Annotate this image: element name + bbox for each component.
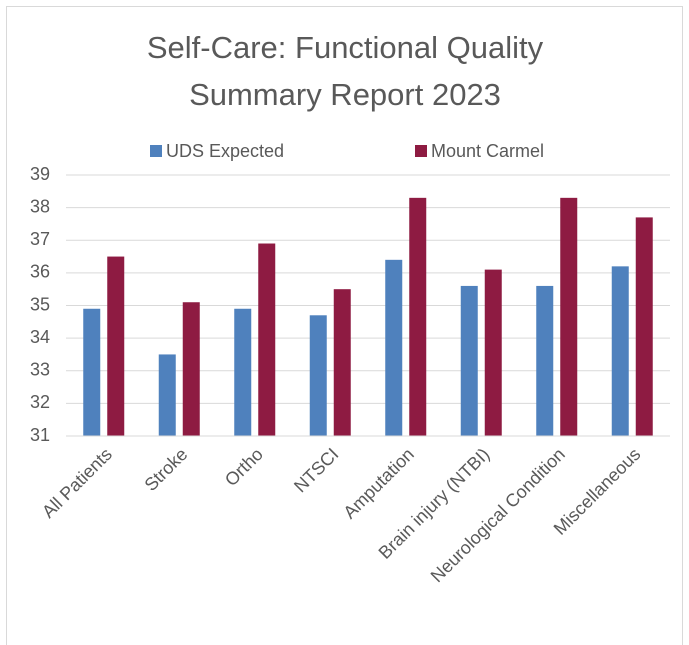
y-tick-label: 35 — [30, 294, 50, 314]
bar — [182, 302, 200, 436]
y-tick-label: 33 — [30, 360, 50, 380]
x-tick-label: NTSCI — [290, 444, 342, 496]
x-tick-label: Amputation — [339, 444, 418, 523]
bar — [460, 285, 478, 436]
x-tick-label: Ortho — [221, 444, 267, 490]
chart-title: Self-Care: Functional Quality Summary Re… — [146, 30, 544, 112]
x-tick-label: All Patients — [38, 444, 116, 522]
bar — [234, 308, 252, 436]
bar — [536, 285, 554, 436]
bar — [107, 256, 125, 436]
x-tick-label: Stroke — [141, 444, 192, 495]
y-tick-label: 38 — [30, 196, 50, 216]
bar — [409, 197, 427, 436]
bar — [309, 315, 327, 436]
bar — [83, 308, 101, 436]
x-tick-label: Neurological Condition — [427, 444, 569, 586]
bar — [385, 259, 403, 436]
bar — [484, 269, 502, 436]
legend-label: Mount Carmel — [431, 141, 544, 161]
bar — [560, 197, 578, 436]
bar — [611, 266, 629, 436]
y-tick-label: 34 — [30, 327, 50, 347]
y-tick-label: 32 — [30, 392, 50, 412]
y-tick-label: 36 — [30, 262, 50, 282]
bar — [635, 217, 653, 436]
y-tick-label: 37 — [30, 229, 50, 249]
legend-label: UDS Expected — [166, 141, 284, 161]
y-tick-label: 31 — [30, 425, 50, 445]
legend-swatch — [415, 145, 427, 157]
y-tick-label: 39 — [30, 164, 50, 184]
legend-swatch — [150, 145, 162, 157]
bar — [333, 289, 351, 436]
bar — [258, 243, 276, 436]
chart-frame — [6, 6, 683, 645]
bar — [158, 354, 176, 436]
